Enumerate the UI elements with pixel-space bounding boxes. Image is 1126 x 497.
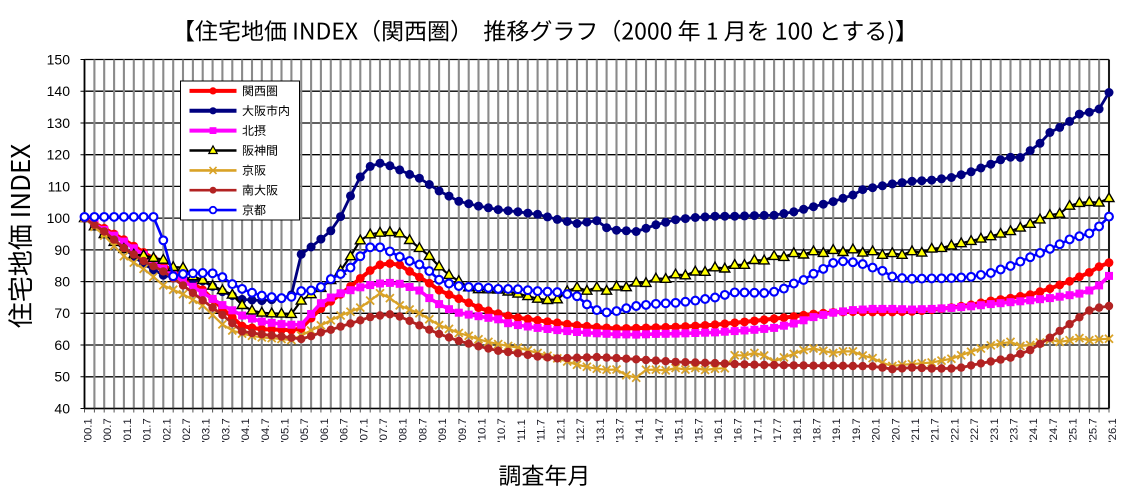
svg-text:'22.7: '22.7 — [969, 418, 981, 442]
svg-text:'20.7: '20.7 — [890, 418, 902, 442]
svg-text:150: 150 — [47, 51, 71, 67]
svg-text:'01.7: '01.7 — [142, 418, 154, 442]
svg-text:'15.1: '15.1 — [674, 418, 686, 442]
svg-text:'17.7: '17.7 — [772, 418, 784, 442]
svg-text:'00.7: '00.7 — [102, 418, 114, 442]
svg-text:'20.1: '20.1 — [871, 418, 883, 442]
svg-text:'13.7: '13.7 — [615, 418, 627, 442]
svg-text:'08.7: '08.7 — [417, 418, 429, 442]
svg-text:'10.7: '10.7 — [496, 418, 508, 442]
svg-text:'13.1: '13.1 — [595, 418, 607, 442]
svg-text:'14.1: '14.1 — [634, 418, 646, 442]
svg-text:90: 90 — [54, 242, 70, 258]
svg-text:70: 70 — [54, 305, 70, 321]
svg-text:'19.7: '19.7 — [851, 418, 863, 442]
svg-text:'22.1: '22.1 — [949, 418, 961, 442]
svg-text:140: 140 — [47, 83, 71, 99]
svg-text:'06.1: '06.1 — [319, 418, 331, 442]
svg-text:'21.1: '21.1 — [910, 418, 922, 442]
svg-text:'06.7: '06.7 — [339, 418, 351, 442]
svg-text:'15.7: '15.7 — [693, 418, 705, 442]
svg-text:'21.7: '21.7 — [930, 418, 942, 442]
svg-text:'25.1: '25.1 — [1068, 418, 1080, 442]
svg-text:'07.1: '07.1 — [358, 418, 370, 442]
svg-text:'23.7: '23.7 — [1009, 418, 1021, 442]
svg-text:'16.1: '16.1 — [713, 418, 725, 442]
svg-text:'04.1: '04.1 — [240, 418, 252, 442]
svg-text:'12.7: '12.7 — [575, 418, 587, 442]
svg-text:'16.7: '16.7 — [733, 418, 745, 442]
svg-text:40: 40 — [54, 400, 70, 416]
svg-text:'02.7: '02.7 — [181, 418, 193, 442]
svg-text:'03.7: '03.7 — [220, 418, 232, 442]
svg-text:'04.7: '04.7 — [260, 418, 272, 442]
svg-text:'24.7: '24.7 — [1048, 418, 1060, 442]
svg-text:'18.1: '18.1 — [792, 418, 804, 442]
svg-text:120: 120 — [47, 147, 71, 163]
svg-text:'14.7: '14.7 — [654, 418, 666, 442]
svg-text:'24.1: '24.1 — [1028, 418, 1040, 442]
svg-text:100: 100 — [47, 210, 71, 226]
svg-text:50: 50 — [54, 369, 70, 385]
svg-text:'01.1: '01.1 — [122, 418, 134, 442]
svg-text:'17.1: '17.1 — [752, 418, 764, 442]
svg-text:'02.1: '02.1 — [161, 418, 173, 442]
svg-text:'10.1: '10.1 — [477, 418, 489, 442]
svg-text:'12.1: '12.1 — [555, 418, 567, 442]
svg-text:'08.1: '08.1 — [398, 418, 410, 442]
svg-text:'05.1: '05.1 — [280, 418, 292, 442]
svg-text:'09.7: '09.7 — [457, 418, 469, 442]
svg-text:'00.1: '00.1 — [83, 418, 95, 442]
svg-text:'23.1: '23.1 — [989, 418, 1001, 442]
svg-text:'18.7: '18.7 — [812, 418, 824, 442]
svg-text:'09.1: '09.1 — [437, 418, 449, 442]
svg-text:'07.7: '07.7 — [378, 418, 390, 442]
svg-text:'19.1: '19.1 — [831, 418, 843, 442]
svg-text:130: 130 — [47, 115, 71, 131]
svg-text:'11.1: '11.1 — [516, 419, 528, 442]
svg-text:'05.7: '05.7 — [299, 418, 311, 442]
svg-text:'26.1: '26.1 — [1107, 418, 1119, 442]
svg-text:'25.7: '25.7 — [1087, 418, 1099, 442]
svg-text:60: 60 — [54, 337, 70, 353]
svg-text:80: 80 — [54, 274, 70, 290]
svg-text:'11.7: '11.7 — [536, 419, 548, 442]
svg-text:'03.1: '03.1 — [201, 418, 213, 442]
svg-text:110: 110 — [48, 178, 71, 194]
